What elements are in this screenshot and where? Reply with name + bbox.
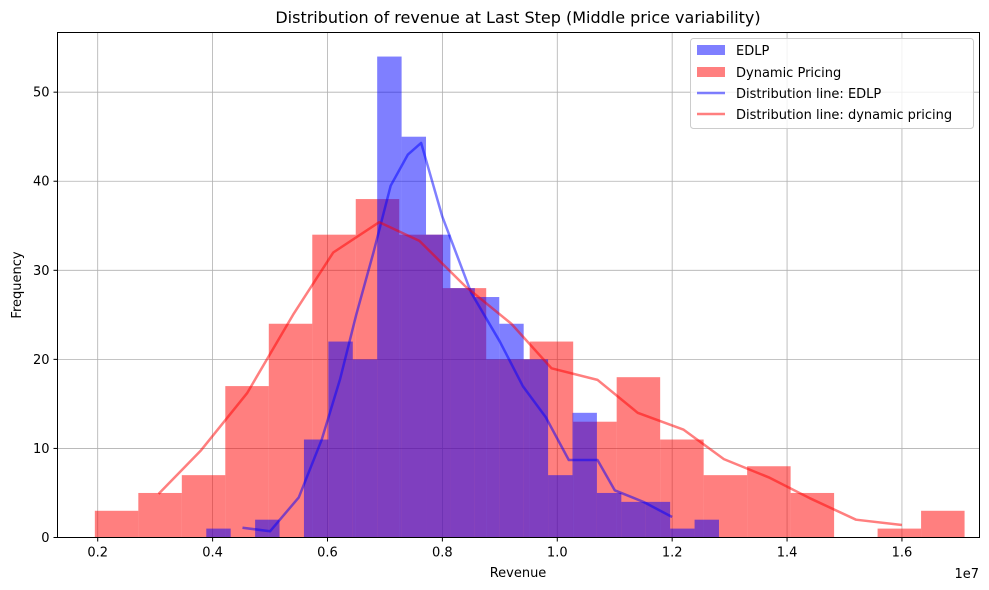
dynamic-pricing-bar xyxy=(181,475,226,538)
edlp-bar xyxy=(426,234,451,538)
edlp-bar xyxy=(401,136,427,538)
edlp-bar xyxy=(352,359,378,538)
legend-label-line-dynamic: Distribution line: dynamic pricing xyxy=(736,108,952,123)
x-tick-label: 0.8 xyxy=(432,546,453,561)
legend-box xyxy=(690,38,974,129)
edlp-bar xyxy=(328,341,353,538)
dynamic-pricing-bar xyxy=(138,492,182,538)
edlp-bar xyxy=(474,297,500,538)
y-tick-label: 0 xyxy=(41,531,49,546)
legend-label-edlp: EDLP xyxy=(736,44,769,59)
y-tick-label: 30 xyxy=(33,264,50,279)
dynamic-pricing-bar xyxy=(225,386,269,538)
distribution-lines xyxy=(157,141,903,533)
edlp-bar xyxy=(645,501,671,538)
y-axis-label: Frequency xyxy=(10,251,25,318)
edlp-bar xyxy=(621,501,646,538)
dynamic-pricing-bar xyxy=(877,528,922,538)
x-tick-label: 1.6 xyxy=(892,546,913,561)
y-tick-label: 50 xyxy=(33,86,50,101)
legend-label-line-edlp: Distribution line: EDLP xyxy=(736,87,881,102)
edlp-bar xyxy=(523,359,549,538)
edlp-distribution-line xyxy=(242,141,673,533)
edlp-bar xyxy=(377,56,402,538)
dynamic-pricing-bar xyxy=(921,510,965,538)
edlp-bar xyxy=(206,528,231,538)
edlp-bar xyxy=(450,288,475,538)
x-tick-label: 1.0 xyxy=(547,546,568,561)
x-tick-label: 0.6 xyxy=(317,546,338,561)
x-tick-label: 1.2 xyxy=(662,546,683,561)
y-tick-label: 20 xyxy=(33,353,50,368)
x-tick-label: 1.4 xyxy=(777,546,798,561)
x-tick-label: 0.2 xyxy=(87,546,108,561)
x-axis: 0.2 0.4 0.6 0.8 1.0 1.2 1.4 1.6 xyxy=(87,537,913,561)
edlp-bar xyxy=(548,475,573,538)
legend-label-dynamic: Dynamic Pricing xyxy=(736,66,841,81)
edlp-bar xyxy=(255,519,280,538)
edlp-bar xyxy=(572,412,597,538)
edlp-bar xyxy=(694,519,719,538)
y-tick-label: 40 xyxy=(33,175,50,190)
edlp-bar xyxy=(499,323,524,538)
dynamic-pricing-distribution-line xyxy=(157,220,903,527)
legend-swatch-dynamic xyxy=(697,67,725,77)
legend: EDLP Dynamic Pricing Distribution line: … xyxy=(690,38,974,129)
edlp-bar xyxy=(670,528,695,538)
plot-frame xyxy=(57,32,980,538)
chart-title: Distribution of revenue at Last Step (Mi… xyxy=(275,8,760,27)
edlp-bar xyxy=(596,492,622,538)
y-axis: 0 10 20 30 40 50 xyxy=(33,86,58,546)
x-axis-label: Revenue xyxy=(490,566,547,581)
dynamic-pricing-bar xyxy=(94,510,139,538)
y-tick-label: 10 xyxy=(33,442,50,457)
legend-swatch-edlp xyxy=(697,45,725,55)
x-offset-label: 1e7 xyxy=(954,567,979,582)
x-tick-label: 0.4 xyxy=(202,546,223,561)
